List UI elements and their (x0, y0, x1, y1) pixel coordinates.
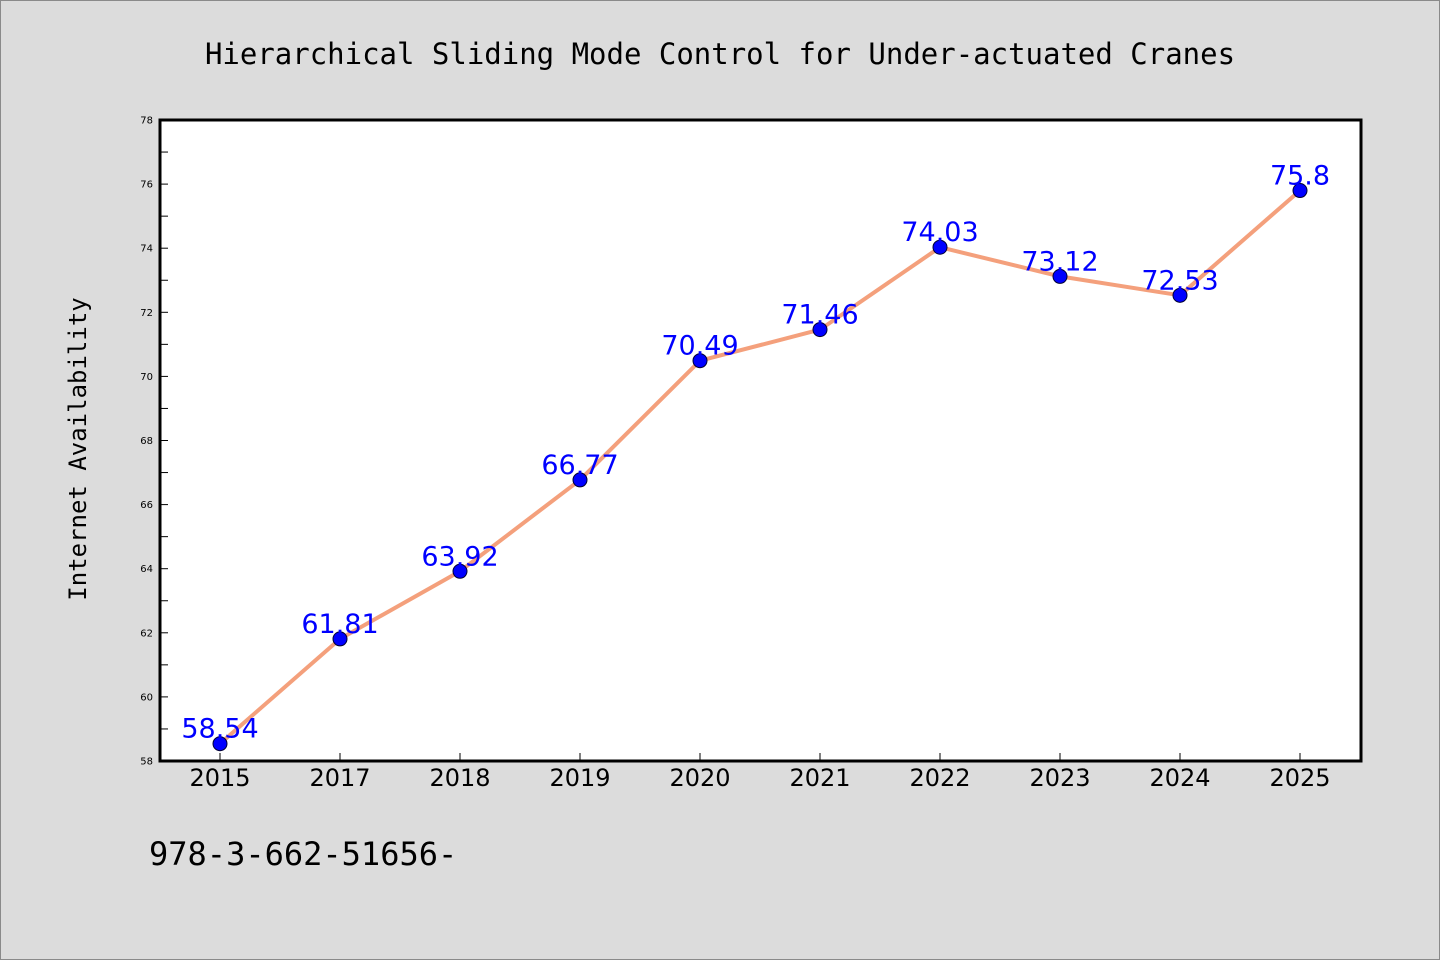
y-tick-label: 66 (140, 500, 153, 511)
x-tick-label: 2024 (1149, 764, 1210, 792)
data-label: 66.77 (541, 450, 618, 481)
y-tick-label: 78 (140, 116, 153, 127)
data-point (452, 563, 468, 579)
y-tick-label: 58 (140, 757, 153, 768)
x-tick-label: 2025 (1269, 764, 1330, 792)
y-tick-label: 62 (140, 628, 153, 639)
y-tick-label: 70 (140, 372, 153, 383)
y-tick-label: 74 (140, 244, 153, 255)
data-labels-layer: 58.54 61.81 63.92 66.77 70.49 71.46 74.03 73.12… (181, 161, 1330, 745)
x-tick-label: 2022 (909, 764, 970, 792)
x-tick-label: 2019 (549, 764, 610, 792)
data-point (692, 353, 708, 369)
data-label: 74.03 (901, 217, 978, 248)
data-label: 58.54 (181, 714, 258, 745)
data-label: 70.49 (661, 331, 738, 362)
x-tick-label: 2020 (669, 764, 730, 792)
x-tick-label: 2018 (429, 764, 490, 792)
chart-title: Hierarchical Sliding Mode Control for Un… (205, 37, 1235, 71)
data-point (932, 239, 948, 255)
data-label: 71.46 (781, 300, 858, 331)
data-point (1052, 268, 1068, 284)
y-tick-label: 76 (140, 180, 153, 191)
data-label: 73.12 (1021, 246, 1098, 277)
y-axis-label: Internet Availability (64, 297, 92, 600)
data-label: 63.92 (421, 541, 498, 572)
x-tick-label: 2017 (309, 764, 370, 792)
data-point (1172, 287, 1188, 303)
x-axis: 2015 2017 2018 2019 2020 2021 2022 2023 2024 2025 (189, 753, 1331, 792)
x-tick-label: 2021 (789, 764, 850, 792)
y-tick-label: 60 (140, 692, 153, 703)
y-tick-label: 64 (140, 564, 153, 575)
plot-frame (158, 118, 1363, 763)
x-tick-label: 2015 (189, 764, 250, 792)
data-point (812, 322, 828, 338)
y-tick-label: 72 (140, 308, 153, 319)
data-point (1292, 183, 1308, 199)
x-tick-label: 2023 (1029, 764, 1090, 792)
data-point (212, 736, 228, 752)
data-label: 72.53 (1141, 265, 1218, 296)
data-point (572, 472, 588, 488)
data-label: 61.81 (301, 609, 378, 640)
footer-text: 978-3-662-51656- (149, 835, 457, 873)
y-tick-label: 68 (140, 436, 153, 447)
data-point (332, 631, 348, 647)
series-layer (212, 183, 1308, 752)
series-line (218, 188, 1302, 746)
data-label: 75.8 (1270, 161, 1330, 192)
plot-area (160, 120, 1361, 761)
